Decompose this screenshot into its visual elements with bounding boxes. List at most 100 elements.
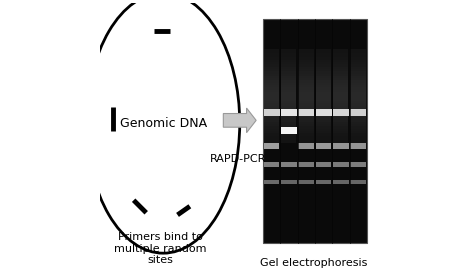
Bar [316,179,331,184]
Bar [350,116,365,119]
Bar [281,53,296,57]
Bar [350,81,365,85]
Bar [316,127,331,131]
Bar [281,49,296,53]
Bar [298,88,313,92]
Bar [350,104,365,108]
Bar [350,56,365,60]
Bar [316,69,331,73]
Bar [281,90,296,94]
Bar [298,97,313,101]
Bar [316,92,331,97]
Bar [281,179,297,184]
Bar [281,99,296,104]
Bar [350,109,365,113]
Bar [333,143,348,149]
Bar [350,69,365,73]
Bar [316,138,331,143]
Bar [264,132,279,136]
Bar [350,138,365,143]
Bar [264,81,279,85]
Bar [333,138,348,143]
Bar [264,109,279,113]
Bar [350,99,365,104]
Bar [298,99,313,104]
Bar [264,51,279,55]
Bar [333,88,348,92]
Bar [316,122,331,126]
Bar [316,129,331,133]
Bar [333,113,348,117]
Bar [316,111,331,115]
Bar [264,90,279,94]
Bar [298,143,314,149]
Bar [281,125,296,129]
Bar [298,111,313,115]
Bar [298,76,313,80]
Bar [298,138,313,143]
Bar [333,104,348,108]
Bar [316,116,331,119]
Bar [333,109,348,113]
Bar [298,79,313,83]
Bar [264,120,279,124]
Bar [333,116,348,119]
Bar [350,49,365,53]
Bar [264,109,280,116]
Bar [264,125,279,129]
Bar [298,69,313,73]
Bar [281,109,297,116]
Bar [298,118,313,122]
Bar [350,106,365,110]
Bar [281,51,296,55]
Bar [264,138,279,143]
Bar [316,99,331,104]
Bar [316,125,331,129]
Bar [281,74,296,78]
Bar [281,104,296,108]
Bar [264,86,279,90]
Bar [281,95,296,99]
Bar [264,76,279,80]
Bar [264,179,279,184]
Bar [350,97,365,101]
Bar [333,129,348,133]
Bar [281,113,296,117]
Bar [333,118,348,122]
Bar [281,81,296,85]
Bar [298,113,313,117]
Bar [281,67,296,71]
Bar [316,118,331,122]
Bar [264,106,279,110]
Bar [281,134,296,138]
Bar [316,95,331,99]
Bar [281,83,296,87]
Bar [333,102,348,106]
Bar [333,69,348,73]
Bar [281,136,296,140]
Bar [281,65,296,69]
Bar [316,79,331,83]
Bar [264,118,279,122]
Bar [281,106,296,110]
Bar [281,120,296,124]
Bar [264,49,279,53]
Bar [281,79,296,83]
Bar [333,162,348,167]
Bar [316,113,331,117]
Bar [298,127,313,131]
Bar [281,97,296,101]
Bar [350,62,365,67]
Bar [281,60,296,64]
Bar [298,74,313,78]
Bar [298,109,314,116]
Bar [264,102,279,106]
Bar [298,125,313,129]
Bar [350,102,365,106]
Bar [281,138,296,143]
Text: RAPD-PCR: RAPD-PCR [210,154,266,164]
Bar [350,92,365,97]
Bar [350,134,365,138]
Bar [350,122,365,126]
Bar [298,95,313,99]
